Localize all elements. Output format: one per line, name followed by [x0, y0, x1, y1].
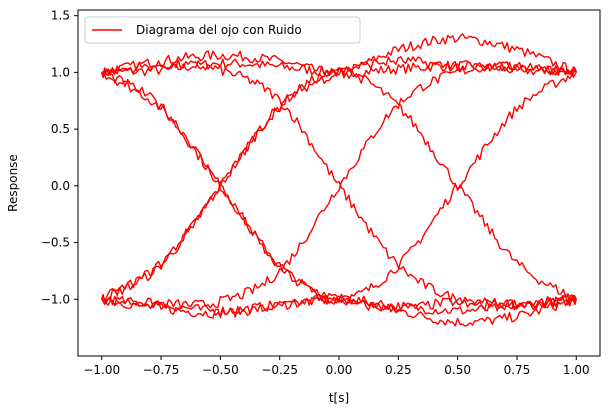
x-tick-label: 0.50 [444, 363, 471, 377]
series-line-segment [101, 67, 577, 303]
series-line-segment [101, 56, 577, 302]
y-tick-label: 1.0 [51, 65, 70, 79]
series-line-segment [101, 33, 577, 78]
legend-box [84, 16, 361, 44]
x-axis-ticks: −1.00 −0.75 −0.50 −0.25 0.00 0.25 0.50 0.75 1.00 [83, 356, 590, 377]
x-tick-label: 0.75 [504, 363, 531, 377]
y-axis-ticks: −1.0 −0.5 0.0 0.5 1.0 1.5 [41, 9, 78, 306]
series-line-segment [101, 61, 577, 310]
y-tick-label: 0.5 [51, 122, 70, 136]
y-axis-label: Response [6, 154, 20, 212]
y-tick-label: 0.0 [51, 179, 70, 193]
y-tick-label: −0.5 [41, 236, 70, 250]
x-tick-label: −0.75 [143, 363, 180, 377]
x-tick-label: −0.25 [261, 363, 298, 377]
x-tick-label: −1.00 [83, 363, 120, 377]
legend-label: Diagrama del ojo con Ruido [136, 23, 302, 37]
y-tick-label: −1.0 [41, 292, 70, 306]
legend: Diagrama del ojo con Ruido [84, 16, 361, 44]
x-tick-label: 0.25 [385, 363, 412, 377]
series-line-segment [101, 69, 577, 304]
x-axis-label: t[s] [329, 391, 349, 405]
series-line-segment [101, 294, 577, 327]
x-tick-label: 1.00 [563, 363, 590, 377]
plot-lines [101, 33, 577, 327]
y-tick-label: 1.5 [51, 9, 70, 23]
series-line-segment [101, 59, 577, 311]
series-line-segment [101, 70, 577, 314]
x-tick-label: −0.50 [202, 363, 239, 377]
x-tick-label: 0.00 [326, 363, 353, 377]
